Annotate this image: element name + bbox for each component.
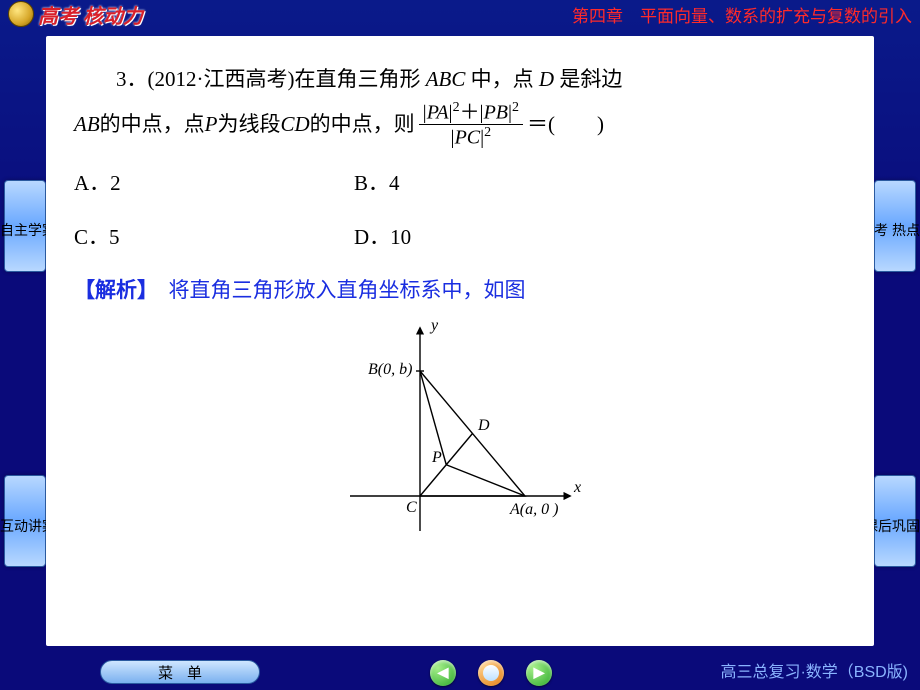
segment-cd: CD: [280, 103, 309, 145]
diagram-point-a: A(a, 0 ): [509, 501, 558, 518]
point-d: D: [539, 67, 554, 91]
stem-part2: 中，点: [471, 67, 534, 91]
line2-a: 的中点，点: [100, 103, 205, 145]
question-line-1: 3．(2012·江西高考)在直角三角形 ABC 中，点 D 是斜边: [74, 58, 846, 100]
line2-c: 的中点，则: [310, 103, 415, 145]
segment-ab: AB: [74, 103, 100, 145]
line2-b: 为线段: [217, 103, 280, 145]
menu-button[interactable]: 菜单: [100, 660, 260, 684]
option-d[interactable]: D．10: [354, 216, 411, 258]
diagram-point-c: C: [406, 499, 417, 516]
nav-icons: ◀ ▶: [430, 660, 552, 686]
point-p: P: [205, 103, 218, 145]
diagram-point-d: D: [477, 417, 490, 434]
question-number: 3．: [116, 67, 148, 91]
fraction-numerator: |PA|2＋|PB|2: [419, 100, 523, 125]
brand-title: 高考 核动力: [38, 0, 143, 29]
logo-block: 高考 核动力: [8, 0, 143, 29]
footer-text: 高三总复习·数学（BSD版): [720, 658, 908, 682]
x-axis-label: x: [573, 479, 581, 496]
content-card: 3．(2012·江西高考)在直角三角形 ABC 中，点 D 是斜边 AB 的中点…: [46, 36, 874, 646]
nav-back-icon[interactable]: ◀: [430, 660, 456, 686]
options-block: A．2 B．4 C．5 D．10: [74, 162, 846, 258]
y-axis-label: y: [429, 317, 439, 334]
analysis-tag: 【解析】: [74, 279, 148, 302]
equals-blank: ＝( ): [527, 103, 604, 145]
diagram-point-p: P: [431, 449, 442, 466]
coordinate-diagram: y x B(0, b) A(a, 0 ) C D P: [74, 316, 846, 560]
analysis-line: 【解析】 将直角三角形放入直角坐标系中，如图: [74, 270, 846, 312]
nav-forward-icon[interactable]: ▶: [526, 660, 552, 686]
analysis-text: 将直角三角形放入直角坐标系中，如图: [148, 279, 526, 302]
fraction: |PA|2＋|PB|2 |PC|2: [419, 100, 523, 148]
option-c[interactable]: C．5: [74, 216, 354, 258]
option-a[interactable]: A．2: [74, 162, 354, 204]
chapter-title: 第四章 平面向量、数系的扩充与复数的引入: [572, 2, 912, 27]
option-b[interactable]: B．4: [354, 162, 400, 204]
header: 高考 核动力 第四章 平面向量、数系的扩充与复数的引入: [0, 0, 920, 28]
stem-part1: 在直角三角形: [294, 67, 420, 91]
question-line-2: AB 的中点，点 P 为线段 CD 的中点，则 |PA|2＋|PB|2 |PC|…: [74, 100, 846, 148]
logo-coin-icon: [8, 1, 34, 27]
nav-home-icon[interactable]: [478, 660, 504, 686]
triangle-name: ABC: [426, 67, 466, 91]
diagram-point-b: B(0, b): [368, 361, 412, 378]
stem-part3: 是斜边: [559, 67, 622, 91]
question-source: (2012·江西高考): [148, 67, 295, 91]
fraction-denominator: |PC|2: [447, 125, 496, 149]
